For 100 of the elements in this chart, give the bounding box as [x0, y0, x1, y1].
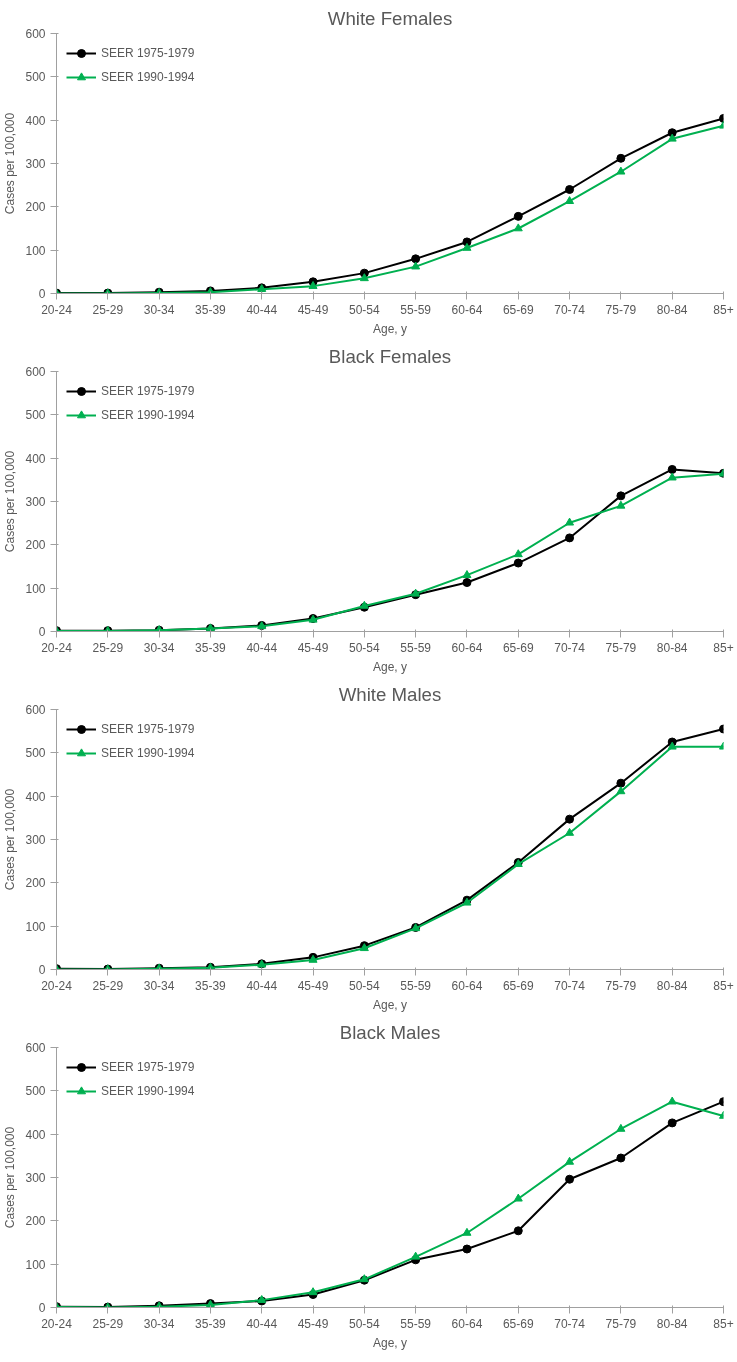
x-tick-label: 20-24	[41, 302, 73, 317]
x-tick-label: 20-24	[41, 1316, 73, 1331]
x-tick-label: 35-39	[195, 1316, 227, 1331]
x-tick-label: 65-69	[502, 640, 534, 655]
x-tick-label: 30-34	[143, 978, 175, 993]
x-tick-label: 85+	[713, 1316, 734, 1331]
x-tick-label: 35-39	[195, 978, 227, 993]
x-tick-label: 55-59	[400, 302, 432, 317]
y-tick-label: 500	[25, 1084, 46, 1099]
x-tick-label: 20-24	[41, 978, 73, 993]
y-tick-label: 100	[25, 581, 46, 596]
x-tick-label: 80-84	[656, 978, 688, 993]
x-tick-label: 55-59	[400, 978, 432, 993]
x-tick-label: 50-54	[349, 640, 381, 655]
x-tick-label: 25-29	[92, 640, 124, 655]
x-tick-label: 60-64	[451, 302, 483, 317]
x-tick-label: 75-79	[605, 640, 637, 655]
x-tick-label: 40-44	[246, 978, 278, 993]
x-tick-label: 80-84	[656, 302, 688, 317]
x-tick-label: 25-29	[92, 1316, 124, 1331]
y-tick-label: 200	[25, 538, 46, 553]
y-tick-label: 0	[38, 625, 46, 639]
y-tick-label: 0	[38, 963, 46, 977]
chart-title: Black Females	[328, 345, 452, 367]
x-tick-label: 20-24	[41, 640, 73, 655]
y-axis-title: Cases per 100,000	[3, 788, 18, 891]
x-tick-label: 40-44	[246, 1316, 278, 1331]
y-tick-label: 100	[25, 1257, 46, 1272]
y-tick-label: 200	[25, 876, 46, 891]
x-tick-label: 45-49	[297, 1316, 329, 1331]
y-axis-title: Cases per 100,000	[3, 450, 18, 553]
x-tick-label: 70-74	[554, 640, 586, 655]
y-tick-label: 600	[25, 365, 46, 379]
legend-label: SEER 1975-1979	[101, 384, 195, 398]
x-tick-label: 25-29	[92, 302, 124, 317]
y-axis-title: Cases per 100,000	[3, 112, 18, 215]
y-tick-label: 400	[25, 451, 46, 466]
y-tick-label: 0	[38, 1301, 46, 1315]
x-tick-label: 85+	[713, 640, 734, 655]
legend-label: SEER 1990-1994	[101, 1084, 195, 1098]
y-axis-title: Cases per 100,000	[3, 1126, 18, 1229]
x-tick-label: 75-79	[605, 978, 637, 993]
x-tick-label: 55-59	[400, 1316, 432, 1331]
chart-title: White Females	[327, 7, 453, 29]
y-tick-label: 300	[25, 1171, 46, 1185]
x-tick-label: 65-69	[502, 978, 534, 993]
x-tick-label: 80-84	[656, 1316, 688, 1331]
y-tick-label: 100	[25, 919, 46, 934]
x-tick-label: 85+	[713, 302, 734, 317]
legend-label: SEER 1975-1979	[101, 1060, 195, 1074]
x-tick-label: 65-69	[502, 302, 534, 317]
x-axis-title: Age, y	[372, 321, 408, 336]
y-tick-label: 500	[25, 70, 46, 85]
x-tick-label: 45-49	[297, 640, 329, 655]
y-tick-label: 300	[25, 157, 46, 171]
legend-label: SEER 1975-1979	[101, 46, 195, 60]
x-tick-label: 50-54	[349, 1316, 381, 1331]
legend-label: SEER 1990-1994	[101, 746, 195, 760]
y-tick-label: 200	[25, 200, 46, 215]
y-tick-label: 400	[25, 1127, 46, 1142]
y-tick-label: 300	[25, 495, 46, 509]
y-tick-label: 400	[25, 789, 46, 804]
y-tick-label: 300	[25, 833, 46, 847]
y-tick-label: 600	[25, 1041, 46, 1055]
x-tick-label: 70-74	[554, 302, 586, 317]
x-tick-label: 25-29	[92, 978, 124, 993]
x-tick-label: 60-64	[451, 978, 483, 993]
chart-title: Black Males	[339, 1021, 441, 1043]
x-tick-label: 30-34	[143, 302, 175, 317]
x-tick-label: 40-44	[246, 302, 278, 317]
x-tick-label: 65-69	[502, 1316, 534, 1331]
y-tick-label: 500	[25, 746, 46, 761]
x-tick-label: 60-64	[451, 1316, 483, 1331]
x-tick-label: 75-79	[605, 302, 637, 317]
chart-title: White Males	[338, 683, 442, 705]
x-tick-label: 55-59	[400, 640, 432, 655]
x-tick-label: 75-79	[605, 1316, 637, 1331]
x-tick-label: 60-64	[451, 640, 483, 655]
y-tick-label: 400	[25, 113, 46, 128]
legend-label: SEER 1990-1994	[101, 408, 195, 422]
x-axis-title: Age, y	[372, 659, 408, 674]
x-tick-label: 30-34	[143, 1316, 175, 1331]
x-tick-label: 70-74	[554, 1316, 586, 1331]
x-tick-label: 50-54	[349, 302, 381, 317]
y-tick-label: 500	[25, 408, 46, 423]
x-tick-label: 70-74	[554, 978, 586, 993]
y-tick-label: 100	[25, 243, 46, 258]
x-tick-label: 50-54	[349, 978, 381, 993]
y-tick-label: 600	[25, 703, 46, 717]
x-axis-title: Age, y	[372, 997, 408, 1012]
x-tick-label: 40-44	[246, 640, 278, 655]
legend-label: SEER 1975-1979	[101, 722, 195, 736]
x-tick-label: 35-39	[195, 640, 227, 655]
x-tick-label: 45-49	[297, 302, 329, 317]
x-tick-label: 85+	[713, 978, 734, 993]
x-axis-title: Age, y	[372, 1335, 408, 1350]
y-tick-label: 200	[25, 1214, 46, 1229]
x-tick-label: 80-84	[656, 640, 688, 655]
legend-label: SEER 1990-1994	[101, 70, 195, 84]
x-tick-label: 45-49	[297, 978, 329, 993]
